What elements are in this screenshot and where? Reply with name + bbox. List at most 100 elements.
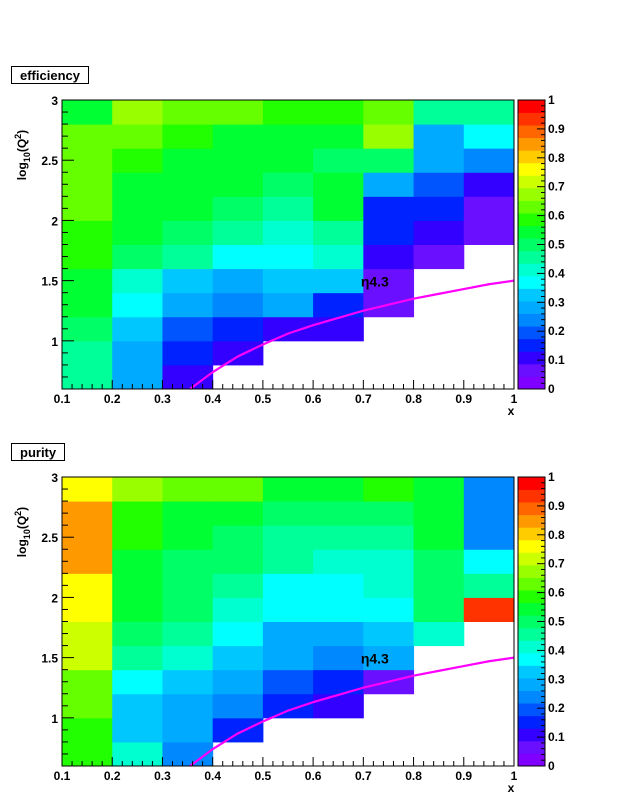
heatmap-cell (313, 525, 364, 550)
color-scale-swatch (518, 363, 545, 377)
heatmap-cell (212, 100, 264, 125)
heatmap-cell (162, 340, 214, 366)
heatmap-cell (62, 316, 113, 342)
heatmap-cell (363, 525, 415, 550)
heatmap-cell (313, 148, 364, 173)
heatmap-cell (212, 124, 264, 149)
y-tick-label: 1.5 (41, 275, 58, 289)
y-axis-label-sup: 2 (13, 511, 23, 516)
heatmap-cell (363, 148, 415, 173)
z-tick-label: 0.1 (548, 353, 565, 367)
heatmap-cell (313, 172, 364, 197)
heatmap-cell (363, 645, 415, 671)
color-scale-swatch (518, 175, 545, 189)
heatmap-cell (62, 340, 113, 366)
z-tick-label: 0.3 (548, 295, 565, 309)
y-axis-label-mid: (Q (15, 516, 29, 529)
heatmap-cell (262, 172, 314, 197)
y-tick-label: 2 (51, 214, 58, 228)
color-scale-swatch (518, 288, 545, 302)
z-tick-label: 0.5 (548, 615, 565, 629)
heatmap-cell (262, 244, 314, 270)
heatmap-cell (262, 549, 314, 574)
heatmap-cell (413, 621, 465, 647)
heatmap-cell (363, 477, 415, 502)
y-tick-label: 1.5 (41, 652, 58, 666)
heatmap-cell (212, 597, 264, 622)
heatmap-cell (62, 477, 113, 502)
color-scale-swatch (518, 313, 545, 327)
heatmap-cell (313, 244, 364, 270)
z-tick-label: 0.5 (548, 238, 565, 252)
color-scale-swatch (518, 564, 545, 578)
y-tick-label: 3 (51, 471, 58, 485)
heatmap-cell (162, 597, 214, 622)
y-axis-label-sub: 10 (22, 152, 32, 162)
x-tick-label: 0.4 (204, 769, 221, 783)
heatmap-cell (313, 316, 364, 342)
heatmap-cell (162, 477, 214, 502)
x-tick-label: 0.9 (455, 769, 472, 783)
heatmap-cell (313, 124, 364, 149)
heatmap-cell (212, 244, 264, 270)
efficiency-title-text: efficiency (20, 67, 80, 83)
heatmap-cell (212, 316, 264, 342)
y-axis-label: log10(Q2) (13, 507, 32, 557)
color-scale-swatch (518, 740, 545, 754)
z-tick-label: 0.2 (548, 701, 565, 715)
heatmap-cell (413, 148, 465, 173)
heatmap-cell (212, 717, 264, 743)
heatmap-cell (112, 364, 163, 390)
efficiency-panel: efficiency η4.3 0.1 0.2 0.3 0.4 0.5 0.6 0.7 0.8 0… (0, 0, 627, 418)
heatmap-cell (413, 220, 465, 245)
heatmap-cell (212, 501, 264, 526)
color-scale-swatch (518, 351, 545, 365)
heatmap-cell (262, 669, 314, 695)
heatmap-cell (313, 100, 364, 125)
color-scale-swatch (518, 652, 545, 666)
heatmap-cell (262, 621, 314, 647)
heatmap-cell (463, 100, 515, 125)
color-scale-swatch (518, 715, 545, 729)
heatmap-cell (112, 477, 163, 502)
heatmap-cell (112, 244, 163, 270)
z-tick-label: 0.9 (548, 499, 565, 513)
y-axis-label-sup: 2 (13, 134, 23, 139)
x-tick-label: 0.9 (455, 392, 472, 406)
eta-curve (189, 279, 515, 390)
color-scale-swatch (518, 275, 545, 289)
color-scale-swatch (518, 125, 545, 139)
heatmap-cell (112, 196, 163, 221)
heatmap-cell (262, 268, 314, 294)
heatmap-cell (112, 100, 163, 125)
heatmap-cell (62, 244, 113, 270)
color-scale-swatch (518, 678, 545, 692)
z-tick-label: 0.4 (548, 266, 565, 280)
heatmap-cell (212, 525, 264, 550)
heatmap-cell (112, 717, 163, 743)
eta-curve (189, 656, 515, 767)
heatmap-cell (262, 148, 314, 173)
y-axis-label: log10(Q2) (13, 130, 32, 180)
heatmap-cell (212, 477, 264, 502)
heatmap-cell (112, 525, 163, 550)
y-axis-label-mid: (Q (15, 139, 29, 152)
z-tick-label: 0.8 (548, 151, 565, 165)
color-scale-swatch (518, 489, 545, 503)
z-tick-label: 0 (548, 759, 555, 773)
heatmap-cell (212, 196, 264, 221)
y-tick-label: 1 (51, 335, 58, 349)
eta-curve-label: η4.3 (361, 651, 389, 667)
heatmap-cell (463, 597, 515, 622)
z-tick-label: 0.6 (548, 586, 565, 600)
color-scale-swatch (518, 539, 545, 553)
y-axis-label-log: log (15, 162, 29, 180)
heatmap-cell (363, 100, 415, 125)
x-tick-label: 0.7 (355, 769, 372, 783)
heatmap-cell (162, 717, 214, 743)
color-scale-swatch (518, 338, 545, 352)
efficiency-heatmap: η4.30.1 0.2 0.3 0.4 0.5 0.6 0.7 0.8 0.9 1x11.522.… (13, 93, 565, 418)
heatmap-cell (162, 292, 214, 318)
heatmap-cell (162, 124, 214, 149)
